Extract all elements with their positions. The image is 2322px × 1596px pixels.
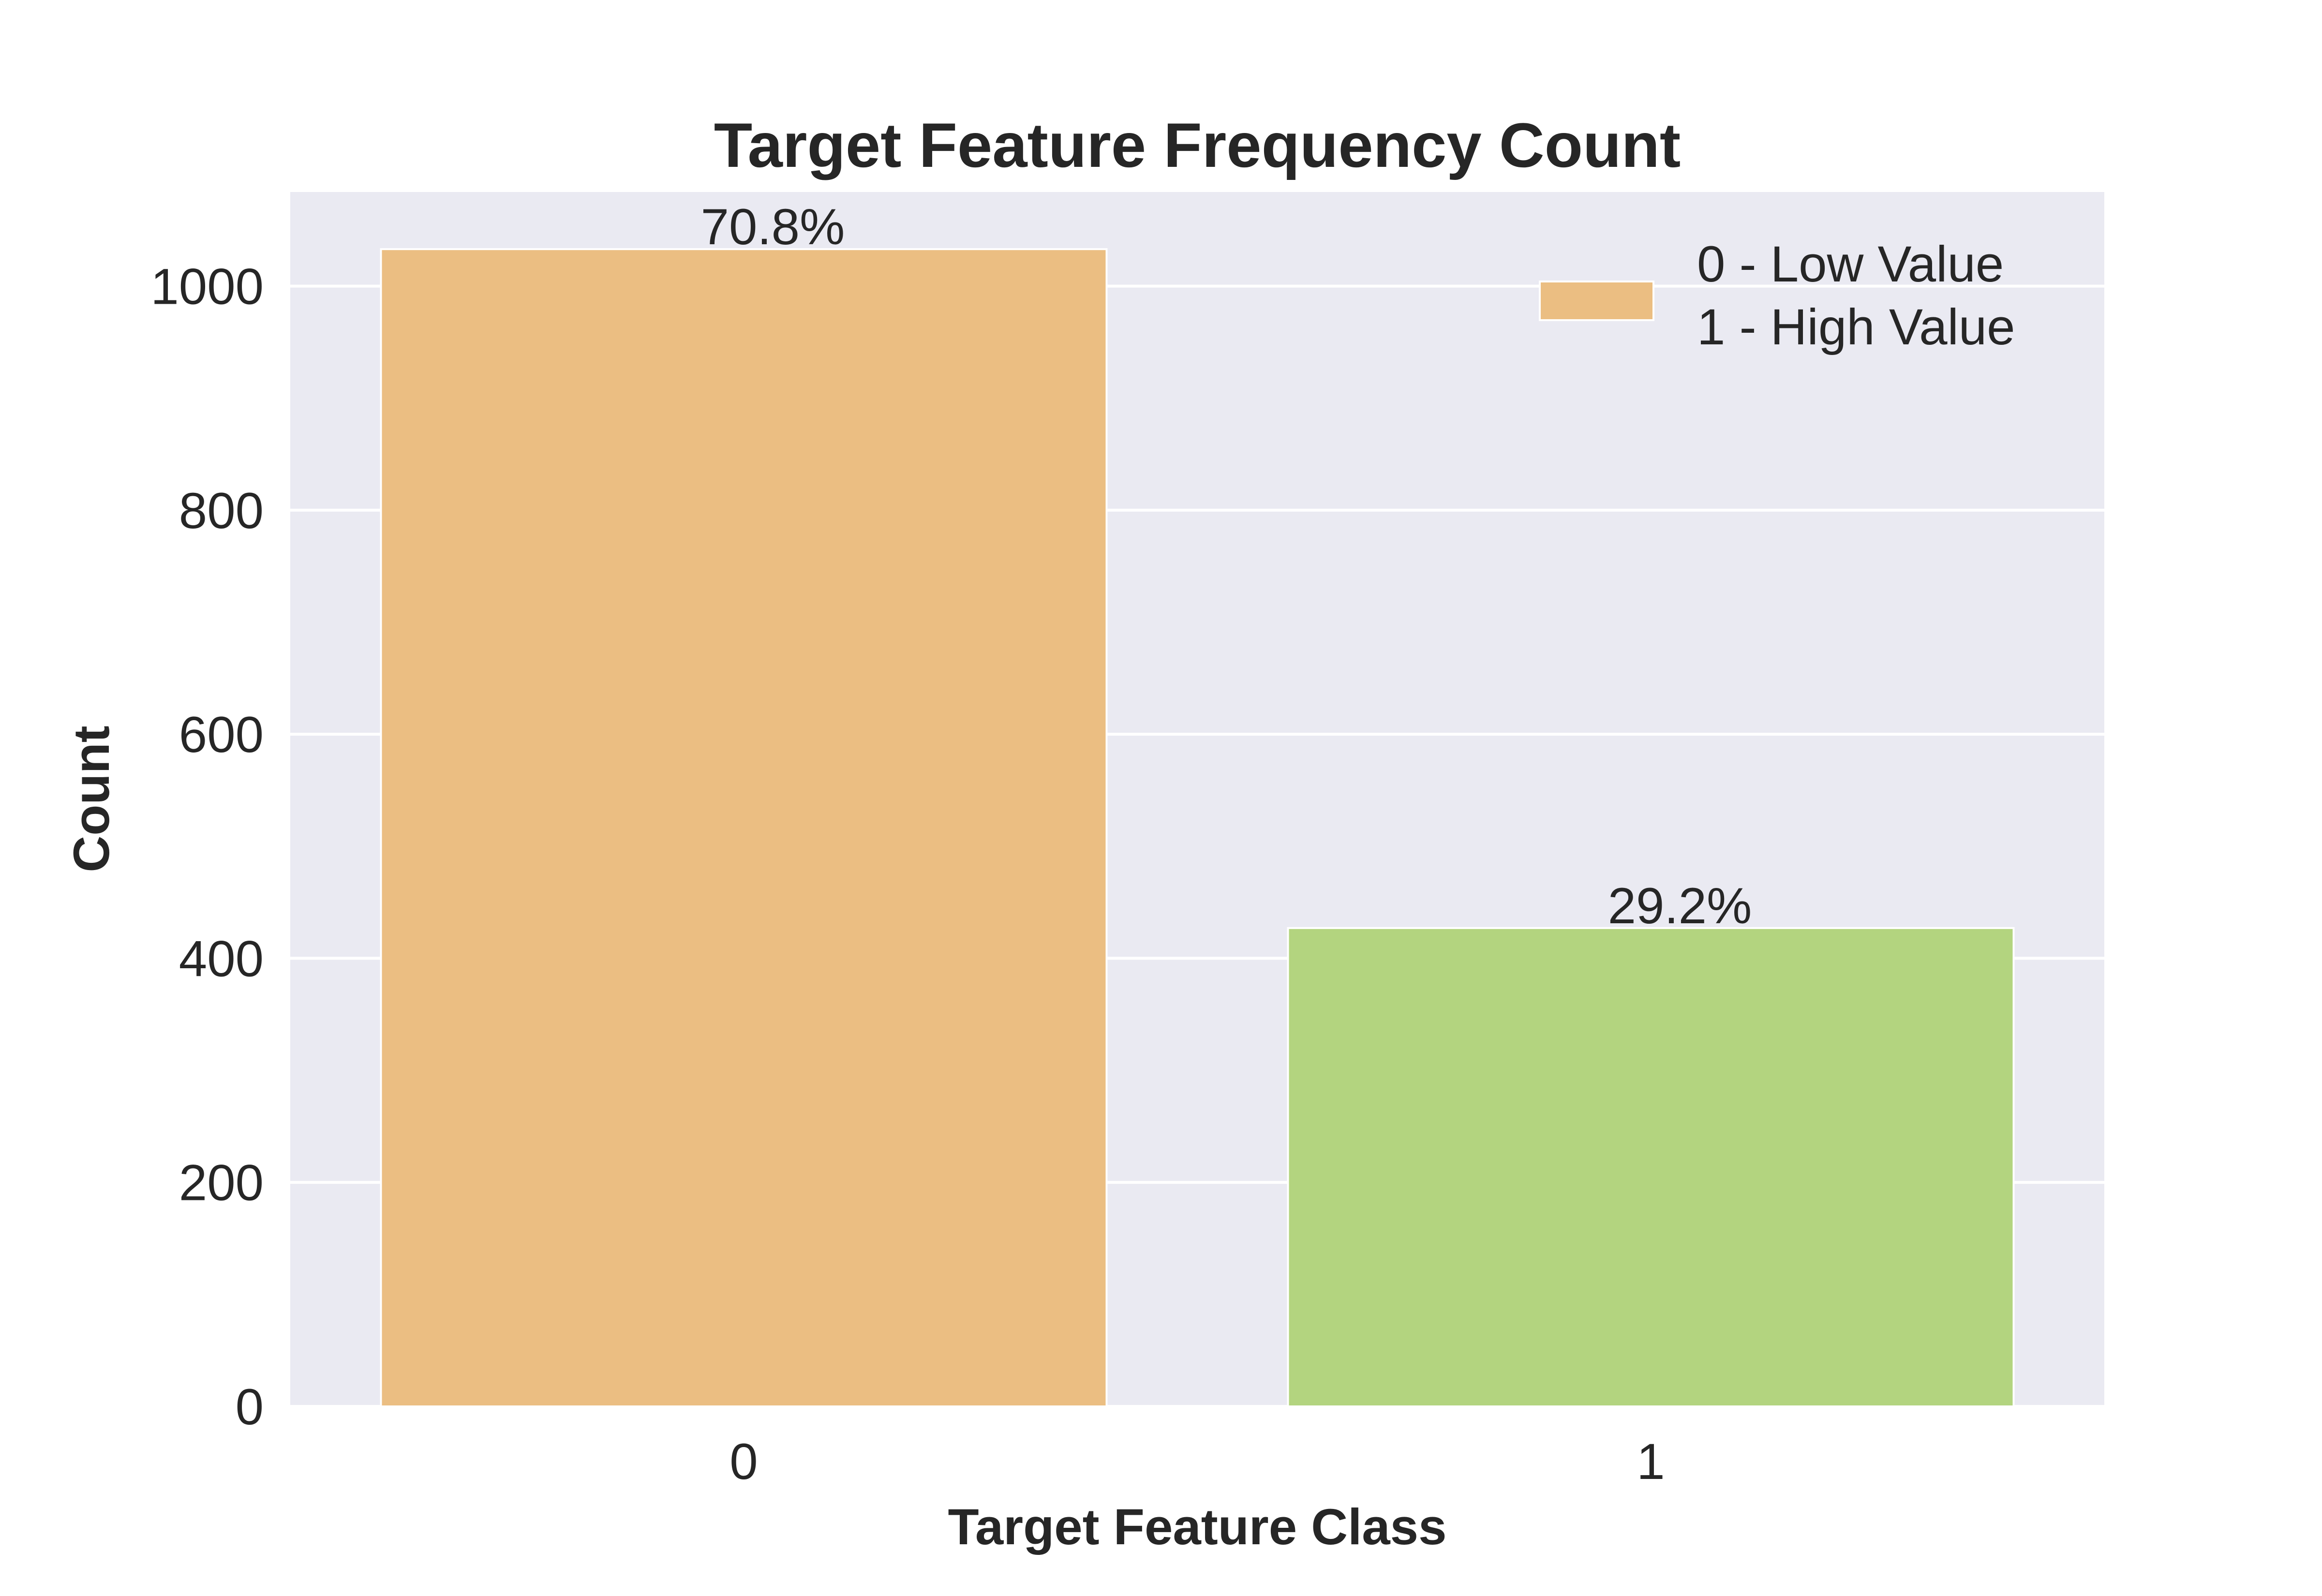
- chart-title: Target Feature Frequency Count: [714, 110, 1681, 180]
- y-axis-label: Count: [63, 725, 120, 872]
- legend: 0 - Low Value 1 - High Value: [1539, 236, 2015, 355]
- legend-swatch: [1539, 281, 1654, 321]
- bar-0: [380, 248, 1108, 1407]
- bar-1: [1287, 927, 2015, 1408]
- legend-entry-0: 0 - Low Value: [1697, 236, 2004, 293]
- y-tick-label-2: 400: [179, 931, 264, 987]
- x-tick-label-0: 0: [729, 1433, 758, 1490]
- data-labels: 70.8% 29.2%: [701, 199, 1752, 934]
- y-tick-label-0: 0: [236, 1379, 264, 1435]
- x-axis-label: Target Feature Class: [948, 1499, 1447, 1555]
- bars: [380, 248, 2015, 1408]
- y-tick-labels: 0 200 400 600 800 1000: [150, 259, 264, 1435]
- legend-entry-1: 1 - High Value: [1697, 299, 2015, 355]
- y-tick-label-1: 200: [179, 1155, 264, 1212]
- data-label-0: 70.8%: [701, 199, 845, 255]
- data-label-1: 29.2%: [1608, 878, 1752, 934]
- x-tick-label-1: 1: [1637, 1433, 1665, 1490]
- y-tick-label-3: 600: [179, 707, 264, 763]
- y-tick-label-5: 1000: [150, 259, 264, 315]
- y-tick-label-4: 800: [179, 483, 264, 539]
